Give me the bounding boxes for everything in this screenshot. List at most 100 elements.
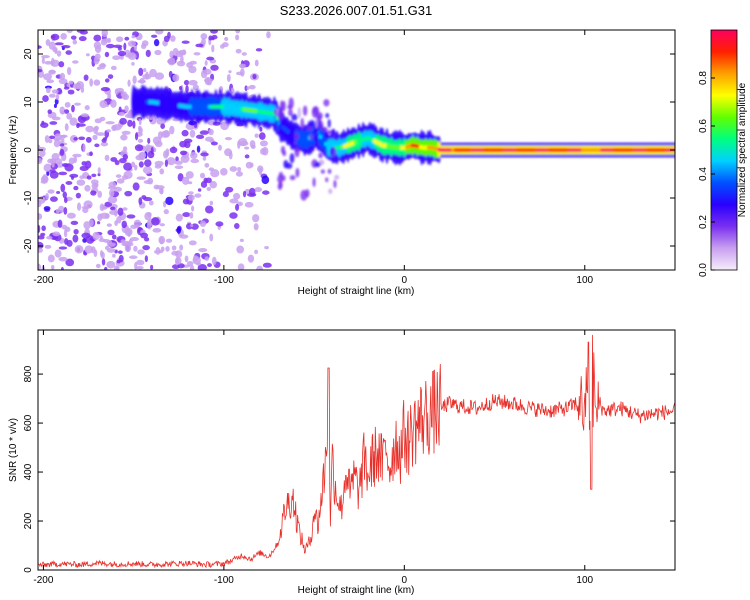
spectrogram-noise-blob	[67, 89, 75, 95]
spectrogram-noise-blob	[65, 226, 71, 232]
spectrogram-noise-blob	[124, 190, 133, 197]
spectrogram-noise-blob	[211, 256, 217, 266]
spectrogram-noise-blob	[204, 162, 210, 168]
spectrogram-noise-blob	[72, 60, 79, 64]
spectrogram-noise-blob	[113, 186, 123, 192]
spectrogram-noise-blob	[209, 233, 214, 242]
spectrogram-noise-blob	[65, 258, 75, 267]
spectrogram-ridge-peak	[305, 137, 309, 142]
spectrogram-y-axis: -20 -10 0 10 20	[23, 48, 675, 253]
spectrogram-noise-blob	[224, 148, 233, 157]
spectrogram-noise-blob	[215, 221, 224, 227]
colorbar-tick-label: 0.8	[698, 71, 709, 85]
spectrogram-noise-blob	[210, 30, 218, 34]
spectrogram-noise-blob	[52, 46, 58, 53]
snr-y-tick-label: 400	[23, 463, 34, 480]
spectrogram-noise-blob	[184, 141, 191, 149]
spectrogram-noise-blob	[100, 251, 105, 260]
spectrogram-ridge-peak	[407, 144, 412, 149]
spectrogram-noise-blob	[181, 176, 190, 185]
spectrogram-ridge-peak	[581, 147, 585, 153]
spectrogram-ridge-peak	[475, 147, 480, 153]
spectrogram-noise-blob	[117, 46, 122, 51]
spectrogram-noise-blob	[172, 74, 180, 82]
spectrogram-noise-blob	[132, 75, 137, 84]
spectrogram-noise-blob	[90, 190, 97, 196]
spectrogram-noise-blob	[93, 79, 101, 86]
spectrogram-transition-blob	[304, 189, 310, 198]
spectrogram-ridge-peak	[388, 144, 393, 149]
spectrogram-ridge-peak	[237, 106, 242, 111]
spectrogram-noise-blob	[138, 67, 144, 77]
spectrogram-ridge-peak	[139, 99, 144, 105]
spectrogram-noise-blob	[118, 111, 125, 117]
spectrogram-ridge-peak	[665, 147, 669, 153]
spectrogram-noise-blob	[181, 40, 190, 44]
spectrogram-noise-blob	[124, 105, 129, 113]
spectrogram-noise-blob	[201, 38, 206, 46]
spectrogram-noise-blob	[109, 189, 115, 198]
spectrogram-ridge-peak	[172, 102, 177, 108]
spectrogram-noise-blob	[204, 60, 208, 66]
spectrogram-noise-blob	[76, 179, 86, 186]
spectrogram-noise-blob	[143, 68, 147, 73]
spectrogram-noise-blob	[38, 224, 41, 233]
spectrogram-noise-blob	[64, 101, 71, 108]
snr-y-tick-label: 800	[23, 365, 34, 382]
spectrogram-noise-blob	[68, 80, 74, 85]
spectrogram-noise-blob	[209, 200, 214, 206]
spectrogram-ridge-peak	[646, 147, 650, 153]
spectrogram-noise-blob	[182, 198, 190, 205]
snr-x-axis: -200 -100 0 100	[33, 330, 594, 586]
spectrogram-noise-blob	[185, 171, 194, 179]
spectrogram-transition-blob	[325, 177, 329, 183]
spectrogram-noise-blob	[248, 187, 256, 197]
spectrogram-ridge-peak	[158, 101, 163, 106]
spectrogram-ridge-peak	[348, 142, 352, 147]
spectrogram-ridge-peak	[264, 110, 269, 115]
spectrogram-noise-blob	[210, 141, 218, 146]
spectrogram-noise-blob	[152, 227, 162, 233]
spectrogram-ridge-peak	[659, 147, 664, 153]
spectrogram-noise-blob	[38, 144, 41, 151]
spectrogram-ridge-peak	[299, 136, 304, 142]
spectrogram-noise-blob	[225, 186, 234, 193]
spectrogram-noise-blob	[94, 45, 102, 53]
spectrogram-ridge-peak	[508, 147, 512, 153]
spectrogram-noise-blob	[72, 153, 82, 158]
spectrogram-ridge-peak	[324, 141, 328, 147]
spectrogram-noise-blob	[139, 77, 145, 84]
spectrogram-noise-blob	[68, 157, 75, 165]
spectrogram-ridge-peak	[654, 147, 658, 153]
spectrogram-noise-blob	[70, 220, 79, 225]
spectrogram-noise-blob	[71, 175, 75, 180]
spectrogram-noise-blob	[85, 125, 95, 133]
spectrogram-noise-blob	[229, 198, 239, 204]
spectrogram-transition-blob	[319, 120, 324, 131]
spectrogram-ridge-peak	[443, 147, 447, 153]
spectrogram-noise-blob	[190, 158, 200, 164]
spectrogram-ridge-peak	[505, 147, 509, 153]
spectrogram-noise-blob	[131, 62, 135, 66]
spectrogram-noise-blob	[229, 212, 238, 219]
spectrogram-noise-blob	[235, 30, 241, 34]
spectrogram-noise-blob	[50, 265, 55, 270]
spectrogram-noise-blob	[48, 93, 56, 98]
spectrogram-ridge-peak	[497, 147, 501, 153]
colorbar-tick-label: 0.2	[698, 215, 709, 229]
spectrogram-noise-blob	[262, 262, 272, 268]
spectrogram-noise-blob	[83, 74, 89, 81]
spectrogram-ridge-peak	[545, 147, 550, 153]
spectrogram-noise-blob	[74, 245, 84, 254]
spectrogram-noise-blob	[94, 143, 100, 148]
snr-frame	[37, 329, 676, 571]
spectrogram-noise-blob	[106, 223, 112, 227]
spectrogram-ridge-peak	[426, 145, 431, 150]
spectrogram-noise-blob	[38, 235, 45, 240]
spectrogram-transition-blob	[285, 162, 293, 169]
spectrogram-noise-blob	[60, 266, 64, 270]
spectrogram-noise-blob	[112, 253, 116, 258]
spectrogram-ridge-peak	[342, 144, 347, 149]
spectrogram-noise-blob	[189, 264, 195, 270]
